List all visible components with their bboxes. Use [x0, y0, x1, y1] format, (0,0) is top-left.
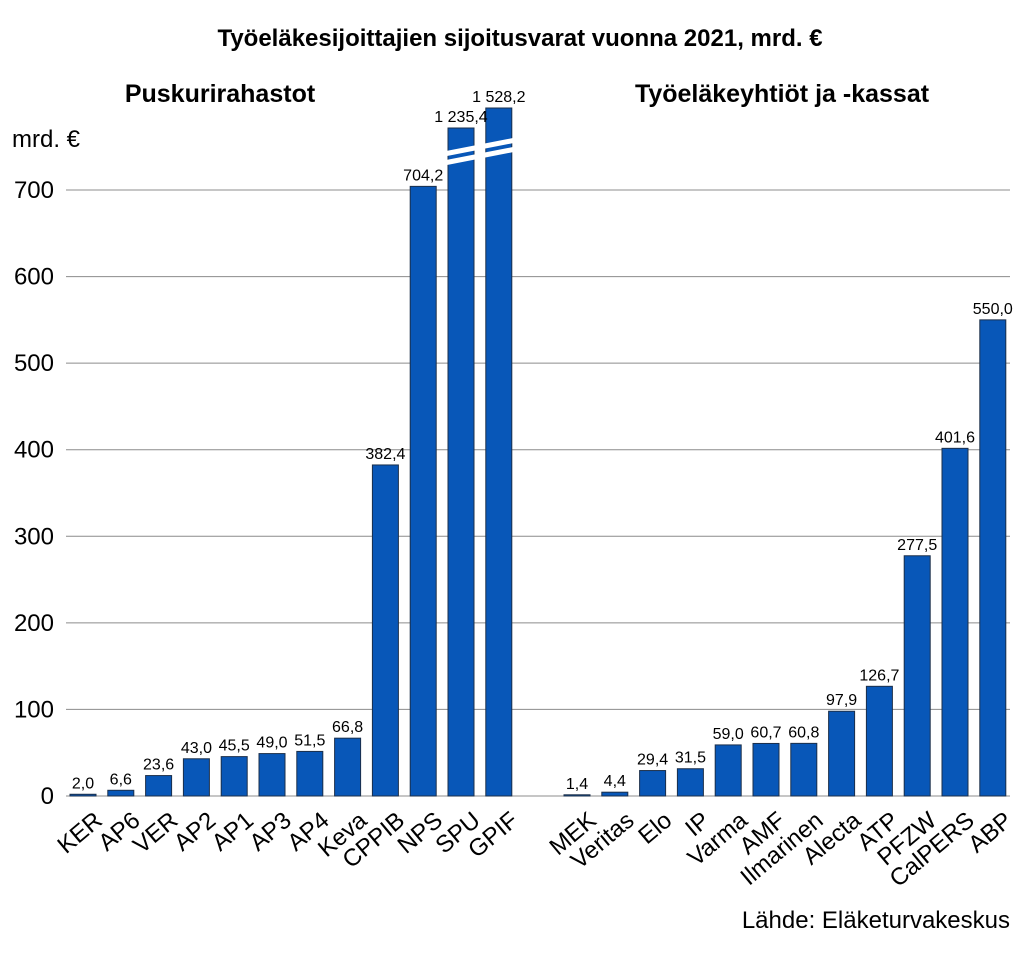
- bar-nps: [409, 185, 437, 797]
- y-tick-label: 100: [14, 696, 54, 723]
- value-label-calpers: 401,6: [935, 429, 975, 446]
- bar-keva: [334, 737, 362, 797]
- y-tick-label: 300: [14, 523, 54, 550]
- y-axis-unit-label: mrd. €: [12, 126, 81, 153]
- bar-ver: [145, 775, 173, 797]
- value-label-ap2: 43,0: [181, 740, 212, 757]
- bar-ap6: [107, 789, 135, 797]
- value-label-ip: 31,5: [675, 750, 706, 767]
- y-tick-label: 400: [14, 437, 54, 464]
- gridlines: [66, 189, 1010, 797]
- bar-elo: [639, 770, 667, 797]
- value-label-cppib: 382,4: [365, 446, 405, 463]
- value-label-varma: 59,0: [713, 726, 744, 743]
- panel-title-pension-companies: Työeläkeyhtiöt ja -kassat: [635, 80, 930, 108]
- value-label-alecta: 97,9: [826, 692, 857, 709]
- value-label-gpif: 1 528,2: [472, 89, 525, 106]
- y-tick-label: 0: [41, 783, 54, 810]
- value-label-spu: 1 235,4: [434, 109, 487, 126]
- bar-atp: [865, 685, 893, 797]
- bar-veritas: [601, 791, 629, 797]
- category-labels: KERAP6VERAP2AP1AP3AP4KevaCPPIBNPSSPUGPIF…: [52, 806, 1017, 892]
- bar-ap1: [220, 756, 248, 797]
- bar-alecta: [828, 710, 856, 797]
- bar-ap3: [258, 753, 286, 797]
- bar-abp: [979, 319, 1007, 797]
- category-label-abp: ABP: [963, 807, 1017, 859]
- bar-pfzw: [903, 555, 931, 797]
- bars: [69, 107, 1007, 797]
- panel-title-buffer-funds: Puskurirahastot: [125, 80, 316, 108]
- value-labels: 2,0 6,6 23,6 43,0 45,5 49,0 51,5 66,8 382,4 704,2…: [72, 89, 1013, 793]
- value-label-ap6: 6,6: [110, 771, 132, 788]
- bar-ilmarinen: [790, 742, 818, 797]
- value-label-pfzw: 277,5: [897, 537, 937, 554]
- bar-ap4: [296, 750, 324, 797]
- bar-ip: [676, 768, 704, 797]
- value-label-ver: 23,6: [143, 757, 174, 774]
- value-label-ker: 2,0: [72, 775, 94, 792]
- value-label-keva: 66,8: [332, 719, 363, 736]
- y-tick-label: 600: [14, 264, 54, 291]
- axis-break-mark: [443, 137, 517, 157]
- bar-gpif: [485, 107, 513, 797]
- value-label-ap3: 49,0: [256, 735, 287, 752]
- value-label-amf: 60,7: [750, 724, 781, 741]
- value-label-elo: 29,4: [637, 752, 668, 769]
- bar-ap2: [182, 758, 210, 797]
- bar-calpers: [941, 447, 969, 797]
- axis-break-mark: [443, 146, 517, 166]
- value-label-ap4: 51,5: [294, 732, 325, 749]
- bar-cppib: [371, 464, 399, 797]
- bar-amf: [752, 742, 780, 797]
- y-tick-label: 200: [14, 610, 54, 637]
- value-label-veritas: 4,4: [604, 773, 626, 790]
- bar-ker: [69, 793, 97, 797]
- value-label-ilmarinen: 60,8: [788, 724, 819, 741]
- source-note: Lähde: Eläketurvakeskus: [742, 907, 1010, 934]
- bar-varma: [714, 744, 742, 797]
- category-label-elo: Elo: [633, 807, 677, 850]
- value-label-abp: 550,0: [973, 301, 1013, 318]
- value-label-nps: 704,2: [403, 167, 443, 184]
- y-tick-label: 700: [14, 177, 54, 204]
- bar-mek: [563, 794, 591, 797]
- value-label-mek: 1,4: [566, 776, 588, 793]
- value-label-atp: 126,7: [859, 667, 899, 684]
- bar-spu: [447, 127, 475, 797]
- y-axis-tick-labels: 0 100 200 300 400 500 600 700: [14, 177, 54, 810]
- value-label-ap1: 45,5: [219, 738, 250, 755]
- chart-title: Työeläkesijoittajien sijoitusvarat vuonn…: [217, 25, 822, 52]
- y-tick-label: 500: [14, 350, 54, 377]
